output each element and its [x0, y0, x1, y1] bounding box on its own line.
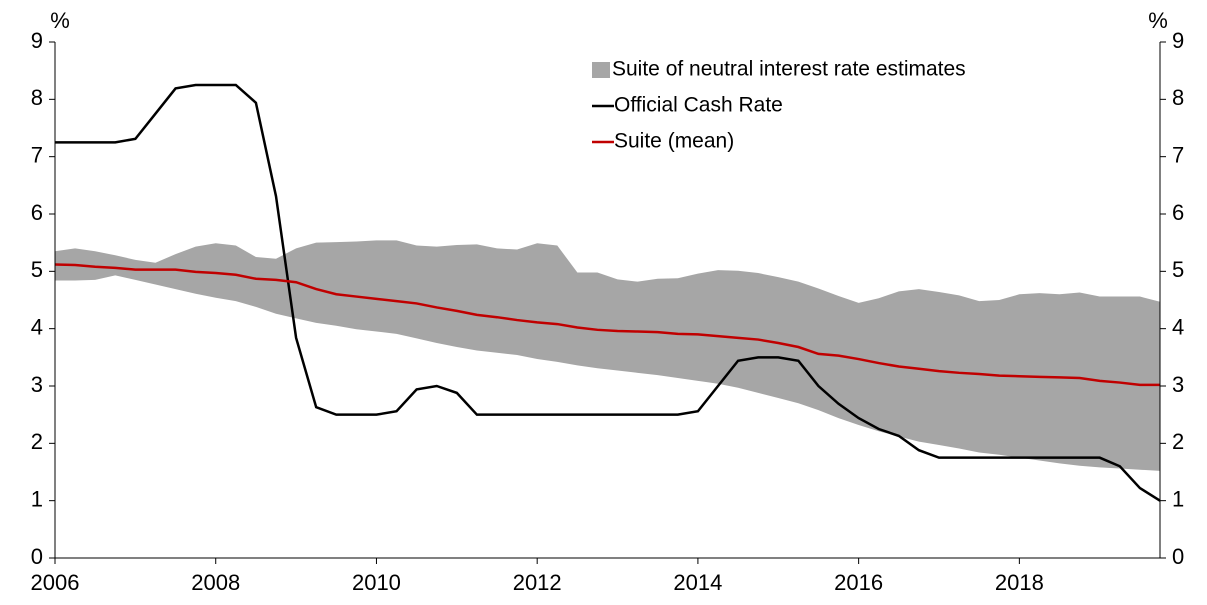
y2-tick-label: 5	[1172, 257, 1184, 282]
x-tick-label: 2014	[673, 570, 722, 595]
legend-label: Suite of neutral interest rate estimates	[612, 58, 966, 81]
x-tick-label: 2008	[191, 570, 240, 595]
y-axis-label: %	[50, 8, 70, 33]
legend-label: Suite (mean)	[614, 130, 734, 153]
y-tick-label: 4	[31, 314, 43, 339]
y2-axis-label: %	[1148, 8, 1168, 33]
legend-swatch	[592, 62, 610, 78]
series-line	[55, 83, 1161, 502]
y2-tick-label: 3	[1172, 372, 1184, 397]
legend-label: Official Cash Rate	[614, 94, 783, 117]
y-tick-label: 6	[31, 200, 43, 225]
y2-tick-label: 6	[1172, 200, 1184, 225]
y2-tick-label: 9	[1172, 28, 1184, 53]
x-tick-label: 2018	[995, 570, 1044, 595]
x-tick-label: 2010	[352, 570, 401, 595]
x-tick-label: 2012	[513, 570, 562, 595]
x-tick-label: 2006	[31, 570, 80, 595]
y2-tick-label: 1	[1172, 486, 1184, 511]
x-tick-label: 2016	[834, 570, 883, 595]
y-tick-label: 1	[31, 486, 43, 511]
y-tick-label: 0	[31, 544, 43, 569]
y2-tick-label: 7	[1172, 142, 1184, 167]
y-tick-label: 3	[31, 372, 43, 397]
y2-tick-label: 4	[1172, 314, 1184, 339]
y2-tick-label: 8	[1172, 85, 1184, 110]
y2-tick-label: 2	[1172, 429, 1184, 454]
y-tick-label: 5	[31, 257, 43, 282]
y2-tick-label: 0	[1172, 544, 1184, 569]
y-tick-label: 2	[31, 429, 43, 454]
y-tick-label: 8	[31, 85, 43, 110]
y-tick-label: 7	[31, 142, 43, 167]
y-tick-label: 9	[31, 28, 43, 53]
neutral-rate-band	[55, 240, 1160, 471]
series-line	[54, 263, 1160, 387]
